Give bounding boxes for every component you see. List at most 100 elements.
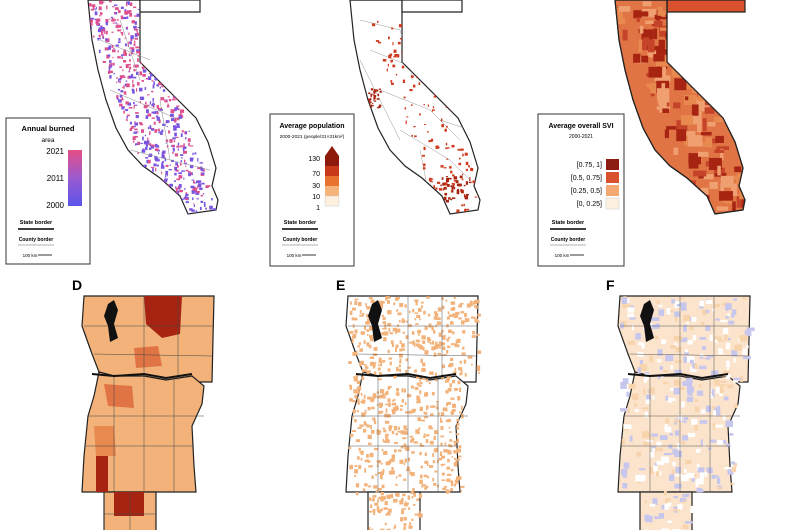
svi-patch xyxy=(653,20,663,28)
orange-cell xyxy=(444,354,447,356)
svi-change-cell xyxy=(652,434,655,441)
orange-cell xyxy=(411,385,414,389)
svi-change-cell xyxy=(649,467,654,474)
burned-area-patch xyxy=(97,37,101,40)
orange-cell xyxy=(388,357,393,360)
orange-cell xyxy=(378,511,381,514)
burned-area-patch xyxy=(153,103,156,105)
burned-area-patch xyxy=(134,21,137,25)
svi-change-cell xyxy=(644,373,649,381)
burned-area-patch xyxy=(121,57,123,59)
orange-cell xyxy=(425,434,430,437)
orange-cell xyxy=(397,312,402,316)
orange-cell xyxy=(364,459,368,463)
orange-cell xyxy=(403,516,407,521)
orange-cell xyxy=(381,332,385,336)
orange-cell xyxy=(391,402,396,406)
svi-patch xyxy=(732,175,738,180)
burned-area-patch xyxy=(191,179,195,181)
class-130-arrow xyxy=(325,146,339,156)
orange-cell xyxy=(367,434,372,439)
svi-change-cell xyxy=(717,440,724,445)
svi-patch xyxy=(685,61,691,67)
orange-cell xyxy=(433,329,436,334)
orange-cell xyxy=(446,316,450,320)
orange-cell xyxy=(404,304,407,308)
burned-area-patch xyxy=(185,137,187,140)
population-cell xyxy=(369,101,372,104)
orange-cell xyxy=(373,511,375,516)
population-cell xyxy=(445,105,447,108)
orange-cell xyxy=(418,385,422,387)
svi-change-cell xyxy=(706,467,713,474)
burned-area-patch xyxy=(176,105,180,107)
population-cell xyxy=(460,148,464,151)
svi-patch xyxy=(665,32,672,40)
burned-area-patch xyxy=(147,52,150,55)
svi-change-cell xyxy=(717,339,724,342)
burned-area-patch xyxy=(134,33,138,37)
burned-area-patch xyxy=(144,134,147,137)
svi-change-cell xyxy=(659,366,663,370)
burned-area-patch xyxy=(131,48,135,53)
burned-area-patch xyxy=(153,121,156,125)
burned-area-patch xyxy=(142,42,147,46)
burned-area-patch xyxy=(158,152,160,155)
svi-change-cell xyxy=(632,393,639,401)
burned-area-patch xyxy=(146,109,149,114)
orange-cell xyxy=(377,364,380,367)
svi-patch xyxy=(673,25,678,39)
orange-cell xyxy=(393,426,398,431)
class-70-swatch xyxy=(325,166,339,176)
orange-cell xyxy=(399,459,404,464)
population-cell xyxy=(461,189,463,194)
county-lines xyxy=(348,296,478,492)
orange-cell xyxy=(383,337,387,342)
orange-cell xyxy=(428,339,432,341)
svi-patch xyxy=(713,116,726,123)
burned-area-patch xyxy=(149,61,151,64)
orange-cell xyxy=(435,372,437,376)
svi-change-cell xyxy=(684,349,688,353)
orange-cell xyxy=(382,469,385,473)
population-cell xyxy=(447,147,450,149)
svi-change-cell xyxy=(707,355,714,358)
svi-change-cell xyxy=(623,462,630,469)
burned-area-patch xyxy=(152,84,155,89)
orange-cell xyxy=(397,430,402,433)
svi-change-cell xyxy=(669,474,675,481)
orange-cell xyxy=(447,311,450,314)
orange-cell xyxy=(455,339,458,345)
orange-cell xyxy=(423,474,428,478)
svi-patch xyxy=(659,66,666,80)
burned-area-patch xyxy=(175,123,180,125)
orange-cell xyxy=(419,318,421,321)
burned-area-patch xyxy=(198,213,202,214)
burned-area-patch xyxy=(157,179,161,181)
svi-change-cell xyxy=(722,414,726,421)
orange-cell xyxy=(416,339,421,343)
population-cell xyxy=(377,20,379,24)
orange-cell xyxy=(445,299,448,302)
svi-change-cell xyxy=(623,304,631,309)
orange-cell xyxy=(477,313,481,317)
orange-cell xyxy=(399,361,402,364)
population-cell xyxy=(441,118,443,122)
svi-change-cell xyxy=(649,503,656,507)
svi-change-cell xyxy=(674,451,682,457)
burned-area-patch xyxy=(147,140,150,144)
burned-area-patch xyxy=(196,198,199,200)
burned-area-patch xyxy=(99,12,103,15)
population-cell xyxy=(388,36,390,40)
orange-cell xyxy=(381,305,383,309)
svi-change-cell xyxy=(661,504,665,510)
orange-cell xyxy=(451,343,456,346)
svi-patch xyxy=(673,102,681,109)
orange-cell xyxy=(368,442,372,445)
legend-title: Average overall SVI xyxy=(548,123,613,130)
svi-patch xyxy=(731,183,738,197)
burned-area-patch xyxy=(129,75,133,79)
svi-patch xyxy=(661,10,666,17)
svi-change-cell xyxy=(733,462,738,467)
svi-change-cell xyxy=(728,320,735,325)
